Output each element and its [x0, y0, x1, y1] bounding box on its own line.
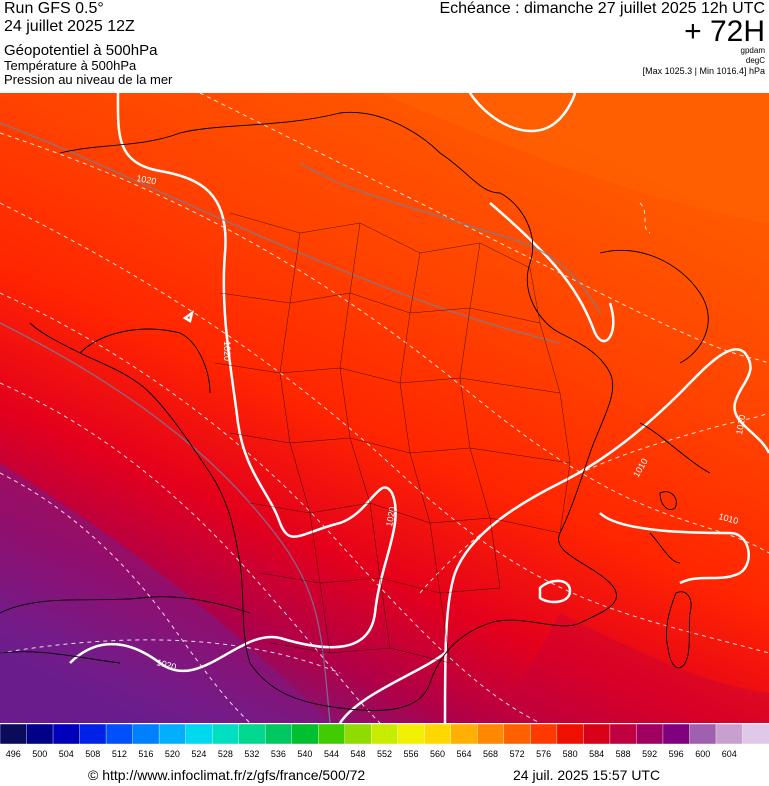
scale-cell: [556, 724, 585, 745]
scale-label: 516: [138, 749, 153, 759]
scale-cell: [503, 724, 532, 745]
scale-label: 596: [669, 749, 684, 759]
scale-cell: [424, 724, 452, 745]
scale-cell: [185, 724, 213, 745]
scale-label: 500: [32, 749, 47, 759]
temperature-contours: [0, 93, 769, 723]
run-date: 24 juillet 2025 12Z: [4, 18, 135, 35]
scale-cell: [158, 724, 187, 745]
isobar-label: 1020: [222, 341, 232, 361]
scale-label: 504: [59, 749, 74, 759]
scale-cell: [238, 724, 266, 745]
scale-label: 552: [377, 749, 392, 759]
scale-label: 592: [642, 749, 657, 759]
scale-cell: [132, 724, 160, 745]
scale-cell: [79, 724, 107, 745]
scale-cell: [477, 724, 505, 745]
scale-cell: [26, 724, 54, 745]
scale-cell: [264, 724, 293, 745]
field-geopotential: Géopotentiel à 500hPa: [4, 42, 158, 59]
scale-cells: [0, 724, 769, 745]
scale-label: 496: [6, 749, 21, 759]
temp-band-southeast: [500, 613, 769, 723]
weather-map: 1020 1020 1020 1020 1010 1010 1010: [0, 93, 769, 723]
scale-label: 556: [404, 749, 419, 759]
pressure-minmax: [Max 1025.3 | Min 1016.4] hPa: [642, 66, 765, 76]
isobars: [69, 93, 769, 723]
scale-label: 520: [165, 749, 180, 759]
scale-label: 568: [483, 749, 498, 759]
scale-cell: [344, 724, 372, 745]
scale-label: 540: [297, 749, 312, 759]
field-pressure: Pression au niveau de la mer: [4, 72, 173, 87]
scale-cell: [318, 724, 346, 745]
scale-label: 548: [350, 749, 365, 759]
scale-cell: [662, 724, 691, 745]
isobar-label: 1010: [734, 414, 747, 435]
forecast-time: Echéance : dimanche 27 juillet 2025 12h …: [439, 0, 765, 17]
scale-cell: [530, 724, 558, 745]
scale-cell: [636, 724, 664, 745]
header-left: Run GFS 0.5° 24 juillet 2025 12Z Géopote…: [4, 0, 172, 87]
scale-cell: [291, 724, 319, 745]
scale-label: 580: [563, 749, 578, 759]
scale-cell: [742, 724, 769, 745]
scale-label: 600: [695, 749, 710, 759]
footer-timestamp: 24 juil. 2025 15:57 UTC: [513, 767, 661, 783]
color-scale: 496 500 504 508 512 516 520 524 528 532 536 540 544 5…: [0, 724, 769, 759]
scale-label: 536: [271, 749, 286, 759]
scale-cell: [609, 724, 638, 745]
footer-url: © http://www.infoclimat.fr/z/gfs/france/…: [88, 767, 366, 783]
scale-cell: [583, 724, 611, 745]
scale-label: 508: [85, 749, 100, 759]
scale-label: 560: [430, 749, 445, 759]
scale-label: 588: [616, 749, 631, 759]
model-title: Run GFS 0.5°: [4, 0, 104, 17]
scale-cell: [450, 724, 479, 745]
scale-label: 544: [324, 749, 339, 759]
unit-degc: degC: [745, 56, 765, 65]
scale-label: 584: [589, 749, 604, 759]
field-temperature: Température à 500hPa: [4, 58, 137, 73]
scale-cell: [715, 724, 744, 745]
scale-label: 528: [218, 749, 233, 759]
scale-cell: [211, 724, 240, 745]
scale-labels: 496 500 504 508 512 516 520 524 528 532 536 540 544 5…: [6, 749, 737, 759]
forecast-step: + 72H: [684, 15, 765, 48]
scale-cell: [0, 724, 28, 745]
scale-label: 576: [536, 749, 551, 759]
scale-cell: [52, 724, 81, 745]
temp-band-top: [280, 93, 769, 223]
scale-cell: [689, 724, 717, 745]
department-borders: [214, 212, 571, 664]
scale-cell: [105, 724, 134, 745]
geopotential-contours: [0, 122, 601, 723]
corsica: [659, 491, 692, 669]
scale-label: 524: [191, 749, 206, 759]
scale-label: 512: [112, 749, 127, 759]
scale-label: 532: [244, 749, 259, 759]
scale-cell: [397, 724, 425, 745]
scale-label: 604: [722, 749, 737, 759]
scale-label: 572: [510, 749, 525, 759]
header-right: Echéance : dimanche 27 juillet 2025 12h …: [439, 0, 765, 77]
country-borders: [0, 111, 711, 711]
scale-label: 564: [457, 749, 472, 759]
unit-gpdam: gpdam: [740, 46, 765, 55]
scale-cell: [371, 724, 399, 745]
